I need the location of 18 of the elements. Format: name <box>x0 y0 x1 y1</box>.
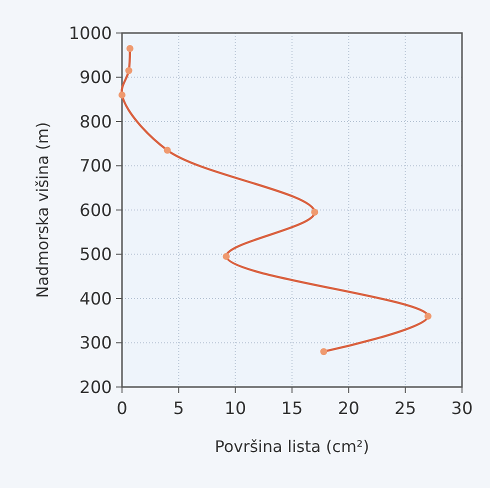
y-tick-label: 900 <box>80 68 112 88</box>
y-tick-label: 300 <box>80 334 112 354</box>
y-tick-label: 1000 <box>68 24 112 44</box>
x-tick-label: 0 <box>116 399 128 419</box>
x-tick-label: 20 <box>338 399 360 419</box>
x-tick-label: 10 <box>224 399 246 419</box>
y-tick-label: 800 <box>80 112 112 132</box>
y-axis-title: Nadmorska višina (m) <box>33 122 52 298</box>
x-tick-label: 15 <box>281 399 303 419</box>
x-tick-label: 25 <box>394 399 416 419</box>
y-tick-label: 700 <box>80 156 112 177</box>
x-axis-title: Površina lista (cm²) <box>214 437 370 456</box>
y-tick-label: 600 <box>80 200 112 221</box>
y-tick-label: 500 <box>80 245 112 266</box>
x-tick-label: 5 <box>173 399 184 419</box>
y-tick-label: 200 <box>80 378 112 398</box>
x-tick-label: 30 <box>451 399 473 419</box>
y-tick-label: 400 <box>80 289 112 310</box>
